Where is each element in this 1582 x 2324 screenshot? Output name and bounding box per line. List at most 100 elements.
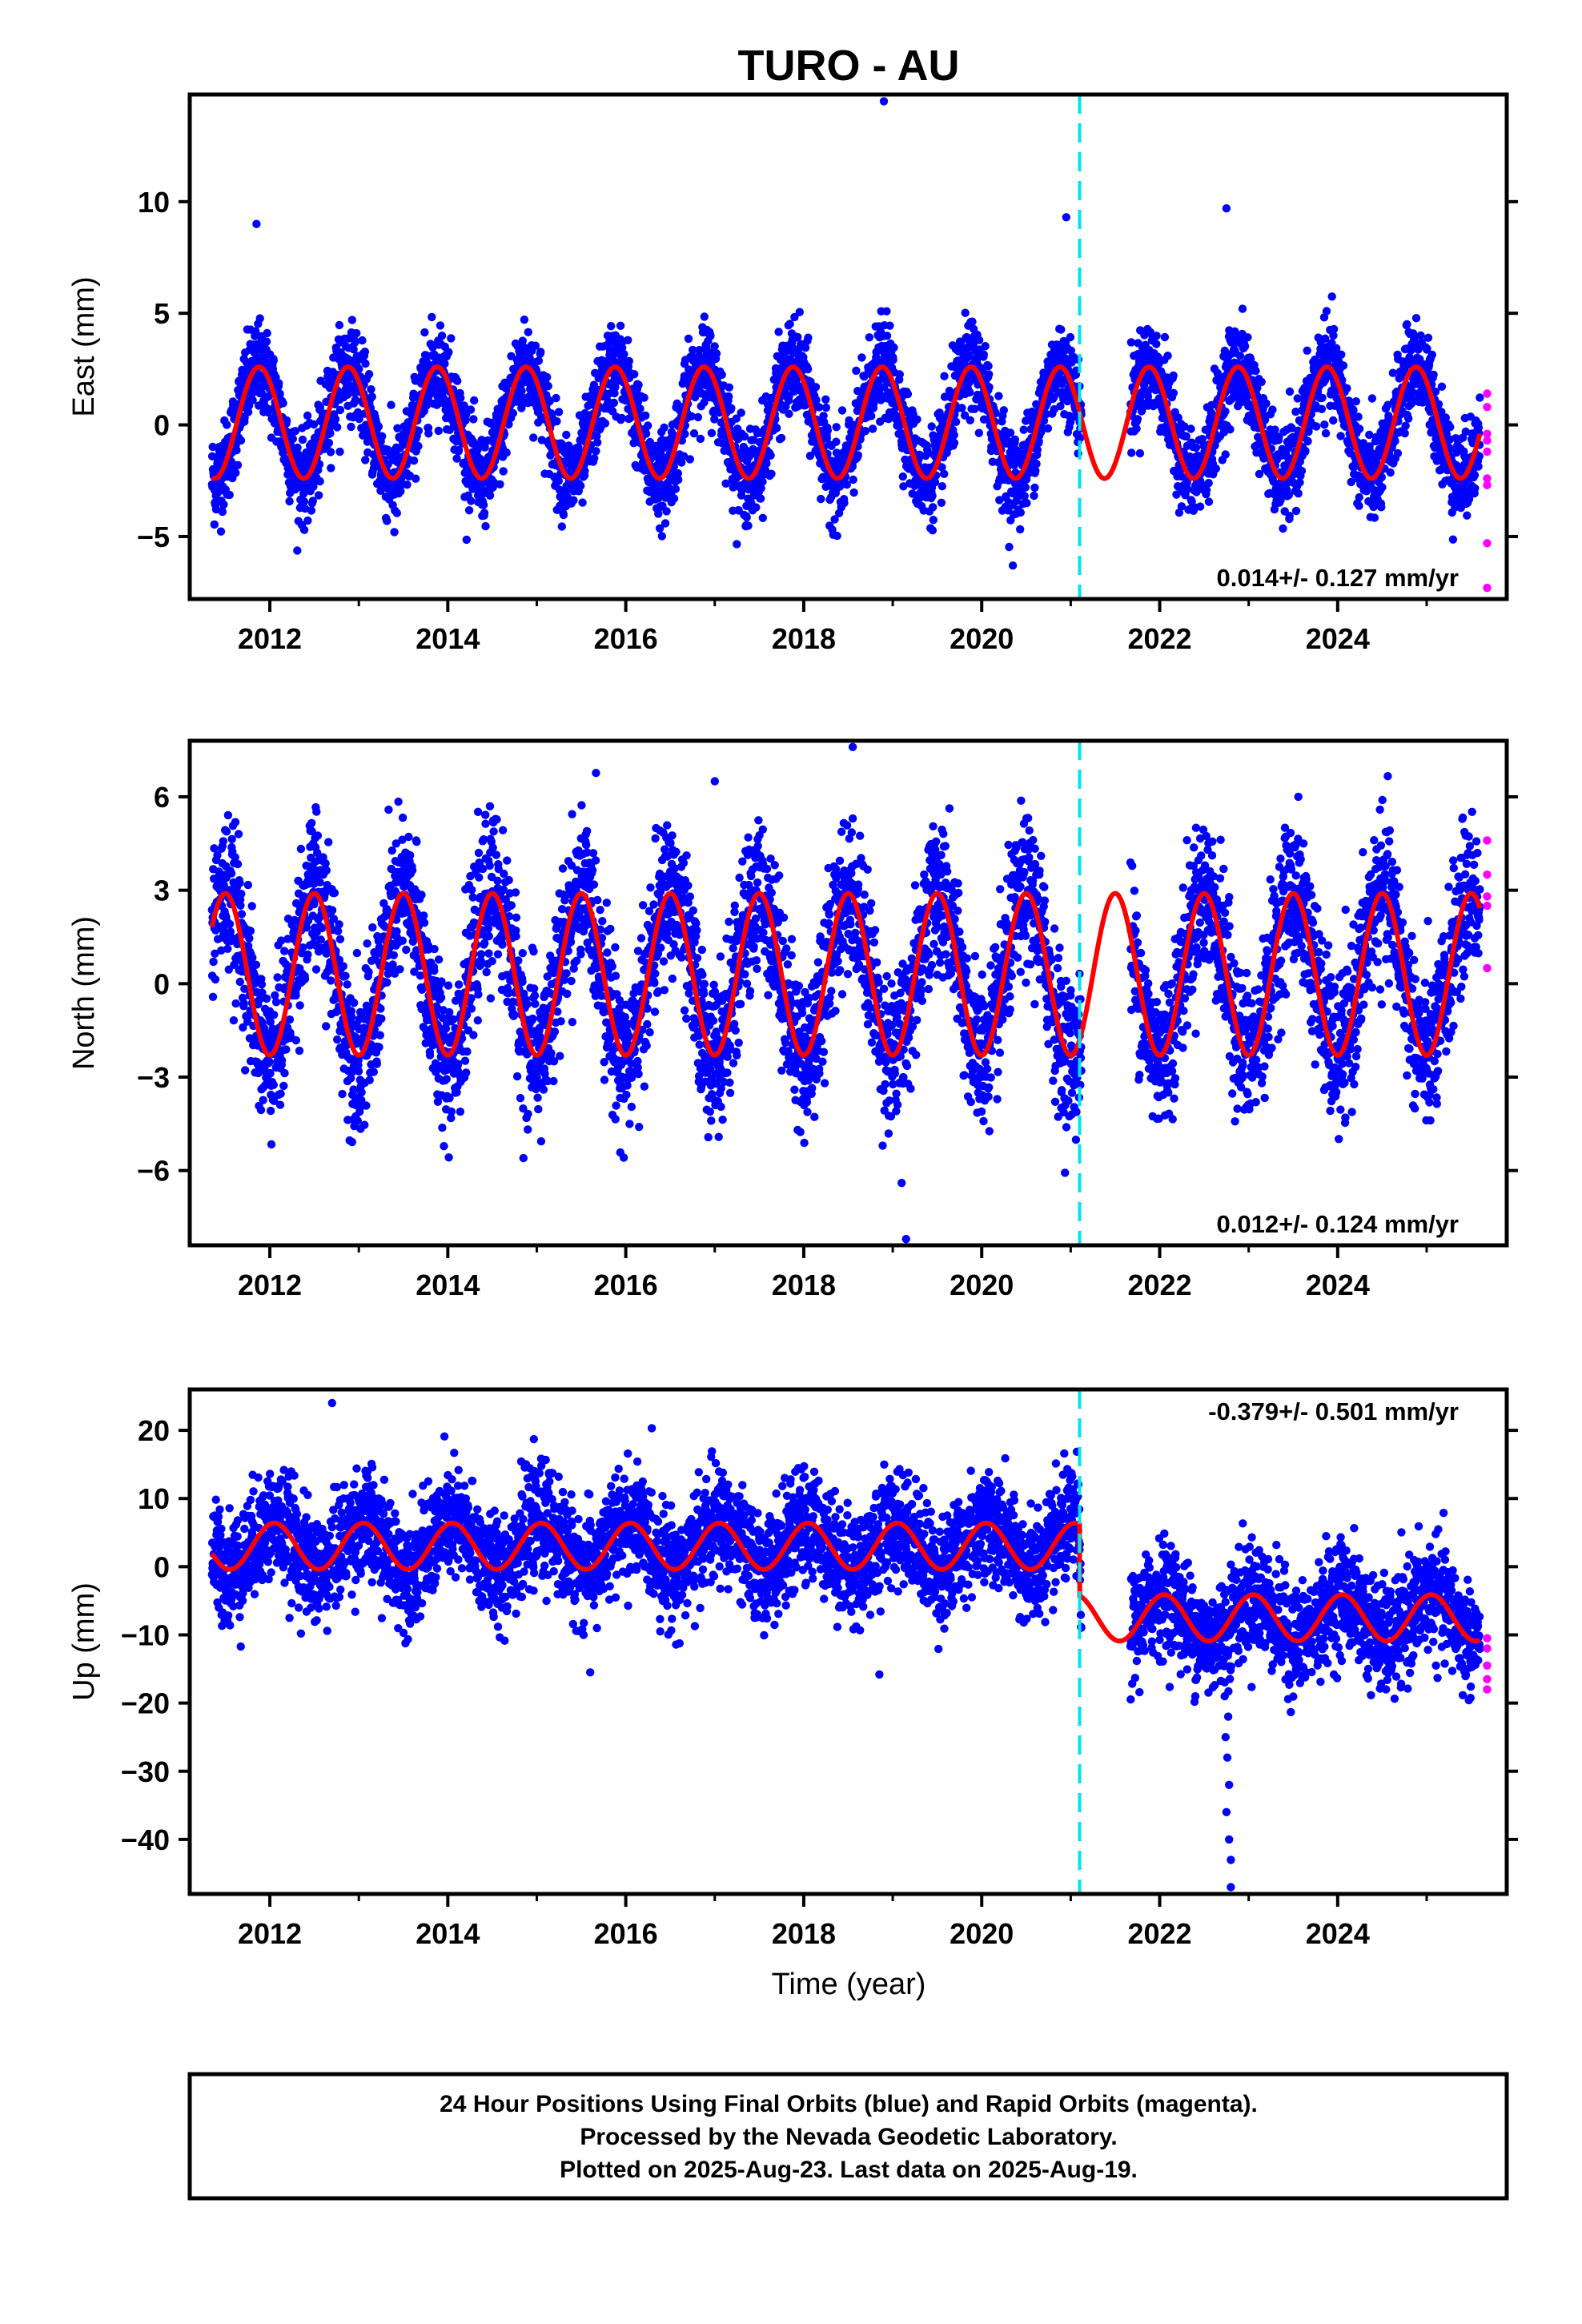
final-orbit-point — [1235, 352, 1245, 360]
final-orbit-point — [1401, 421, 1410, 430]
final-orbit-point — [964, 350, 973, 360]
final-orbit-point — [279, 399, 287, 408]
final-orbit-point — [1349, 406, 1358, 415]
final-orbit-point — [299, 525, 309, 534]
final-orbit-point — [299, 497, 308, 506]
final-orbit-point — [823, 426, 833, 435]
final-orbit-point — [790, 312, 799, 322]
final-orbit-point — [534, 356, 544, 365]
final-orbit-point — [1393, 448, 1403, 458]
final-orbit-point — [216, 527, 226, 536]
final-orbit-point — [848, 462, 857, 471]
final-orbit-point — [812, 396, 821, 404]
final-orbit-point — [1337, 350, 1346, 359]
final-orbit-point — [504, 420, 513, 429]
final-orbit-point — [481, 521, 490, 531]
final-orbit-point — [725, 392, 733, 401]
final-orbit-point — [624, 356, 633, 366]
final-orbit-point — [1355, 501, 1363, 510]
final-orbit-point — [210, 520, 219, 529]
final-orbit-point — [496, 480, 504, 489]
final-orbit-point — [520, 316, 529, 324]
final-orbit-point — [353, 408, 363, 417]
final-orbit-point — [1066, 332, 1075, 342]
final-orbit-point — [985, 383, 994, 392]
final-orbit-point — [889, 356, 897, 364]
final-orbit-point — [374, 422, 383, 431]
final-orbit-point — [761, 465, 770, 475]
final-orbit-point — [999, 406, 1009, 415]
final-orbit-point — [447, 334, 456, 343]
final-orbit-point — [1378, 483, 1387, 492]
final-orbit-point — [1262, 399, 1271, 408]
final-orbit-point — [737, 408, 745, 417]
final-orbit-point — [576, 481, 585, 490]
final-orbit-point — [693, 412, 703, 422]
final-orbit-point — [640, 393, 648, 402]
final-orbit-point — [1160, 332, 1170, 342]
final-orbit-point — [849, 488, 858, 497]
final-orbit-point — [968, 317, 977, 326]
final-orbit-point — [1271, 425, 1279, 434]
final-orbit-point — [480, 443, 489, 452]
final-orbit-point — [378, 432, 387, 440]
final-orbit-point — [262, 337, 271, 346]
final-orbit-point — [1351, 397, 1361, 406]
final-orbit-point — [554, 476, 563, 485]
final-orbit-point — [1291, 506, 1301, 516]
final-orbit-point — [700, 312, 709, 321]
final-orbit-point — [655, 524, 665, 533]
final-orbit-point — [853, 451, 863, 460]
final-orbit-point — [1132, 424, 1141, 433]
final-orbit-point — [303, 516, 312, 525]
final-orbit-point — [1312, 422, 1321, 431]
final-orbit-point — [1204, 479, 1213, 488]
final-orbit-point — [689, 345, 697, 355]
final-orbit-point — [562, 430, 571, 440]
final-orbit-point — [819, 412, 828, 420]
final-orbit-point — [609, 398, 619, 408]
final-orbit-point — [470, 396, 479, 405]
final-orbit-point — [502, 448, 511, 457]
final-orbit-point — [412, 474, 420, 483]
final-orbit-point — [437, 332, 447, 340]
final-orbit-point — [974, 428, 984, 437]
final-orbit-point — [674, 475, 683, 485]
final-orbit-point — [710, 342, 719, 351]
final-orbit-point — [333, 423, 342, 432]
final-orbit-point — [620, 350, 628, 359]
final-orbit-point — [868, 424, 877, 433]
final-orbit-point — [275, 389, 284, 398]
final-orbit-point — [832, 437, 841, 446]
final-orbit-point — [1446, 423, 1455, 432]
final-orbit-point — [740, 432, 749, 441]
final-orbit-point — [1403, 320, 1411, 329]
final-orbit-point — [315, 476, 324, 486]
final-orbit-point — [757, 484, 765, 493]
final-orbit-point — [837, 406, 847, 415]
final-orbit-point — [1355, 493, 1364, 502]
final-orbit-point — [618, 344, 627, 352]
final-orbit-point — [777, 433, 786, 443]
final-orbit-point — [1238, 304, 1247, 313]
final-orbit-point — [1429, 370, 1438, 380]
final-orbit-point — [929, 516, 938, 525]
final-orbit-point — [903, 389, 913, 399]
final-orbit-point — [1339, 361, 1348, 370]
final-orbit-point — [1020, 492, 1029, 501]
final-orbit-point — [283, 416, 291, 425]
final-orbit-point — [958, 404, 966, 412]
final-orbit-point — [367, 392, 376, 401]
final-orbit-point — [1183, 485, 1192, 493]
final-orbit-point — [248, 396, 257, 404]
final-orbit-point — [803, 364, 813, 374]
final-orbit-point — [940, 372, 949, 380]
final-orbit-point — [1423, 333, 1433, 342]
final-orbit-point — [696, 434, 705, 444]
final-orbit-point — [630, 370, 639, 379]
final-orbit-point — [335, 320, 344, 330]
final-orbit-point — [529, 433, 538, 442]
final-orbit-point — [744, 521, 753, 530]
